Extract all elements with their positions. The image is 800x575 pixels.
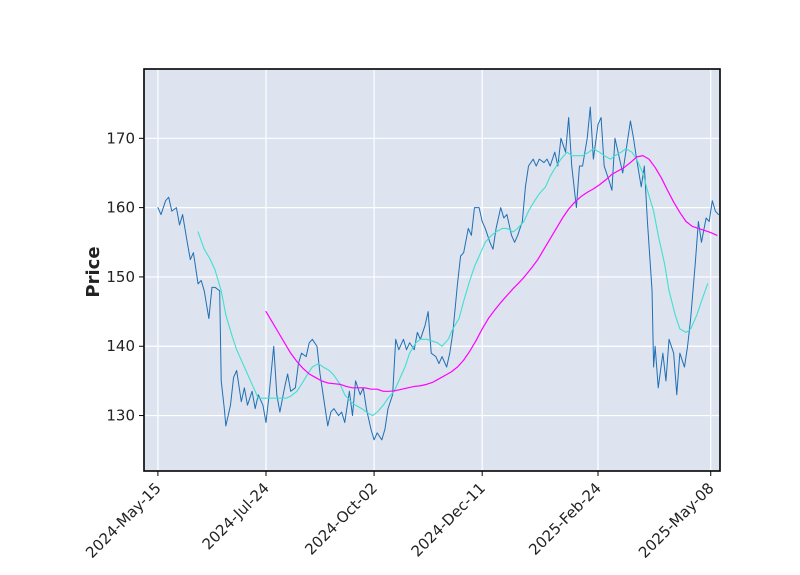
moving-average-long-line (265, 155, 718, 392)
x-tick-label: 2025-May-08 (635, 479, 718, 562)
plot-background (144, 69, 720, 471)
y-tick-label: 160 (106, 199, 135, 217)
x-tick-label: 2025-Feb-24 (525, 479, 605, 559)
x-tick-label: 2024-May-15 (82, 479, 165, 562)
plot-frame (143, 68, 721, 472)
y-axis-title: Price (83, 246, 104, 297)
y-tick-label: 150 (106, 268, 135, 286)
y-tick-label: 130 (106, 407, 135, 425)
x-tick-label: 2024-Dec-11 (408, 479, 489, 560)
y-tick-label: 170 (106, 129, 135, 147)
moving-average-short-line (197, 148, 709, 417)
series-layer (157, 106, 719, 441)
x-tick-label: 2024-Jul-24 (199, 479, 273, 553)
x-tick-label: 2024-Oct-02 (301, 479, 381, 559)
grid-lines (144, 69, 720, 471)
price-line (157, 106, 719, 441)
y-tick-label: 140 (106, 337, 135, 355)
